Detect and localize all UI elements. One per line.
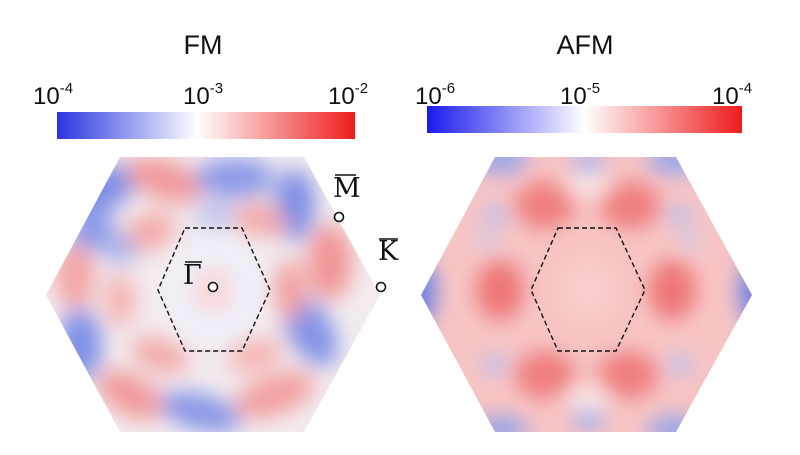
fm-panel: FM 10-4 10-3 10-2	[33, 30, 399, 432]
afm-colorbar	[427, 106, 742, 133]
afm-tick-high: 10-4	[712, 80, 752, 110]
afm-tick-low: 10-6	[415, 80, 455, 110]
fm-tick-mid: 10-3	[183, 80, 223, 110]
gamma-point-marker	[207, 281, 219, 293]
afm-title: AFM	[557, 30, 614, 60]
fm-high-symmetry-points: M K Γ	[183, 173, 399, 293]
fm-inner-zone-boundary	[157, 227, 271, 352]
afm-colorbar-ticks: 10-6 10-5 10-4	[415, 80, 752, 110]
fm-title: FM	[184, 30, 223, 60]
afm-inner-zone-boundary	[530, 227, 646, 352]
k-point-label: K	[378, 236, 399, 267]
afm-heatmap	[421, 157, 752, 432]
afm-panel: AFM 10-6 10-5 10-4	[415, 30, 752, 432]
k-point-marker	[375, 281, 387, 293]
gamma-point-label: Γ	[183, 260, 202, 291]
fm-colorbar-ticks: 10-4 10-3 10-2	[33, 80, 368, 110]
afm-tick-mid: 10-5	[560, 80, 600, 110]
fm-tick-high: 10-2	[328, 80, 368, 110]
fm-heatmap	[46, 157, 380, 432]
m-point-marker	[333, 211, 345, 223]
m-point-label: M	[333, 173, 361, 204]
fm-tick-low: 10-4	[33, 80, 73, 110]
fm-colorbar	[57, 112, 355, 139]
